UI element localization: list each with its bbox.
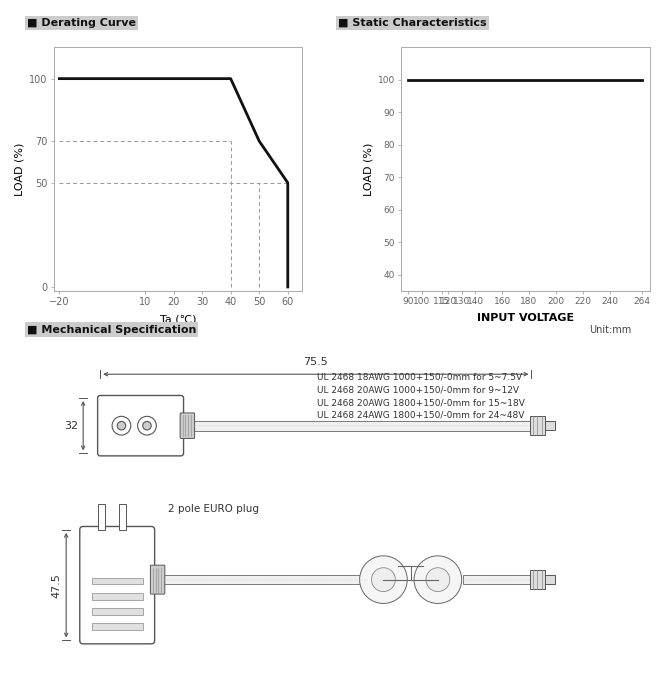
- Text: UL 2468 24AWG 1800+150/-0mm for 24~48V: UL 2468 24AWG 1800+150/-0mm for 24~48V: [317, 411, 525, 420]
- Text: UL 2468 20AWG 1800+150/-0mm for 15~18V: UL 2468 20AWG 1800+150/-0mm for 15~18V: [317, 398, 525, 407]
- Text: 2 pole EURO plug: 2 pole EURO plug: [168, 504, 259, 514]
- Y-axis label: LOAD (%): LOAD (%): [15, 143, 25, 196]
- FancyBboxPatch shape: [150, 565, 165, 594]
- Text: 32: 32: [64, 420, 78, 431]
- Bar: [530, 416, 545, 435]
- Bar: [92, 577, 143, 584]
- Circle shape: [143, 421, 151, 430]
- Bar: [92, 624, 143, 630]
- Bar: [194, 420, 530, 431]
- Circle shape: [137, 416, 156, 435]
- X-axis label: Ta (℃): Ta (℃): [159, 314, 196, 324]
- X-axis label: INPUT VOLTAGE: INPUT VOLTAGE: [477, 313, 574, 324]
- Bar: [530, 570, 545, 589]
- Circle shape: [372, 568, 395, 592]
- Text: ■ Derating Curve: ■ Derating Curve: [27, 18, 136, 28]
- Bar: [92, 593, 143, 600]
- Y-axis label: LOAD (%): LOAD (%): [364, 143, 374, 196]
- Bar: [545, 575, 555, 584]
- Text: ■ Static Characteristics: ■ Static Characteristics: [338, 18, 487, 28]
- FancyBboxPatch shape: [180, 413, 194, 439]
- Circle shape: [426, 568, 450, 592]
- Bar: [464, 575, 530, 584]
- Text: 75.5: 75.5: [304, 357, 328, 368]
- Text: 47.5: 47.5: [51, 573, 61, 598]
- Bar: [92, 608, 143, 615]
- Text: UL 2468 20AWG 1000+150/-0mm for 9~12V: UL 2468 20AWG 1000+150/-0mm for 9~12V: [317, 385, 519, 394]
- Bar: [119, 504, 126, 530]
- Text: ■ Mechanical Specification: ■ Mechanical Specification: [27, 325, 196, 334]
- Bar: [164, 575, 368, 584]
- Bar: [98, 504, 105, 530]
- FancyBboxPatch shape: [98, 395, 184, 456]
- Text: Unit:mm: Unit:mm: [590, 325, 632, 334]
- Bar: [545, 421, 555, 430]
- FancyBboxPatch shape: [80, 527, 155, 644]
- Circle shape: [414, 556, 462, 603]
- Circle shape: [112, 416, 131, 435]
- Circle shape: [360, 556, 407, 603]
- Circle shape: [117, 421, 126, 430]
- Text: UL 2468 18AWG 1000+150/-0mm for 5~7.5V: UL 2468 18AWG 1000+150/-0mm for 5~7.5V: [317, 372, 522, 382]
